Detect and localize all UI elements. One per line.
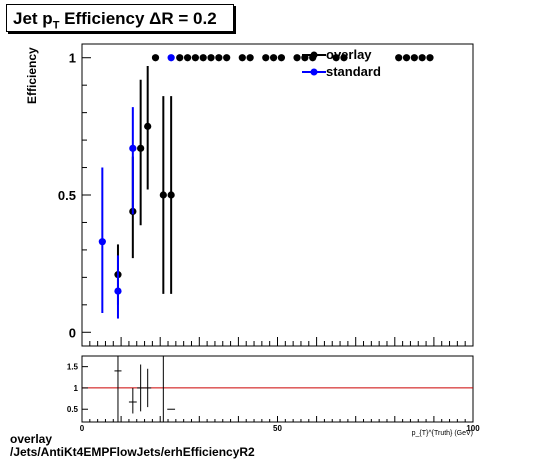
legend-overlay-marker xyxy=(310,51,318,59)
title-text: Jet p xyxy=(13,9,53,28)
standard-point xyxy=(98,238,106,246)
overlay-point xyxy=(159,191,167,199)
footer-path: /Jets/AntiKt4EMPFlowJets/erhEfficiencyR2 xyxy=(10,445,255,459)
overlay-point xyxy=(137,144,145,152)
ratio-y-tick-label: 1 xyxy=(74,384,79,393)
legend: overlay standard xyxy=(302,47,381,79)
overlay-point xyxy=(238,54,246,62)
overlay-point xyxy=(199,54,207,62)
overlay-point xyxy=(395,54,403,62)
legend-standard-marker xyxy=(310,68,318,76)
overlay-point xyxy=(402,54,411,62)
ratio-y-tick-label: 1.5 xyxy=(67,363,79,372)
overlay-point xyxy=(191,54,199,62)
ratio-x-tick-label: 100 xyxy=(466,424,480,433)
overlay-point xyxy=(293,54,301,62)
main-y-ticks: 00.51 xyxy=(58,51,91,340)
main-y-tick-label: 0 xyxy=(69,325,76,340)
overlay-point xyxy=(332,54,340,62)
overlay-point xyxy=(144,122,152,130)
overlay-point xyxy=(418,54,426,62)
legend-overlay-label: overlay xyxy=(326,47,372,62)
main-x-ticks xyxy=(81,337,474,346)
overlay-point xyxy=(340,54,348,62)
main-data-marks xyxy=(98,54,434,319)
overlay-point xyxy=(410,54,418,62)
overlay-point xyxy=(262,54,270,62)
standard-point xyxy=(167,54,175,62)
overlay-point xyxy=(167,191,175,199)
ratio-x-tick-label: 50 xyxy=(273,424,282,433)
overlay-point xyxy=(215,54,223,62)
ratio-x-tick-label: 0 xyxy=(80,424,85,433)
ratio-y-tick-label: 0.5 xyxy=(67,405,79,414)
overlay-point xyxy=(223,54,231,62)
overlay-point xyxy=(183,54,192,62)
standard-point xyxy=(129,144,137,152)
footer-label: overlay xyxy=(10,432,53,446)
overlay-point xyxy=(246,54,254,62)
legend-standard-label: standard xyxy=(326,64,381,79)
ratio-y-ticks: 0.5 1 1.5 xyxy=(67,363,88,414)
main-y-tick-label: 1 xyxy=(69,51,76,66)
ratio-x-ticks: 0 50 100 xyxy=(80,416,480,433)
overlay-point xyxy=(426,54,434,62)
overlay-point xyxy=(176,54,184,62)
standard-point xyxy=(114,287,122,295)
overlay-point xyxy=(277,54,286,62)
title-suffix: Efficiency ΔR = 0.2 xyxy=(59,9,217,28)
main-y-tick-label: 0.5 xyxy=(58,188,76,203)
chart-title: Jet pT Efficiency ΔR = 0.2 xyxy=(6,4,234,32)
main-y-axis-label: Efficiency xyxy=(25,47,39,104)
ratio-x-axis-label: p_{T}^{Truth} (GeV) xyxy=(412,430,473,437)
title-subscript: T xyxy=(52,19,60,32)
ratio-data-marks xyxy=(114,356,176,422)
ratio-panel: 0 50 100 0.5 1 1.5 p_{T}^{Truth} (GeV) xyxy=(67,355,480,437)
overlay-point xyxy=(269,54,278,62)
main-panel: 00.51 Efficiency overlay standard xyxy=(25,43,474,347)
overlay-point xyxy=(207,54,215,62)
overlay-point xyxy=(151,54,160,62)
